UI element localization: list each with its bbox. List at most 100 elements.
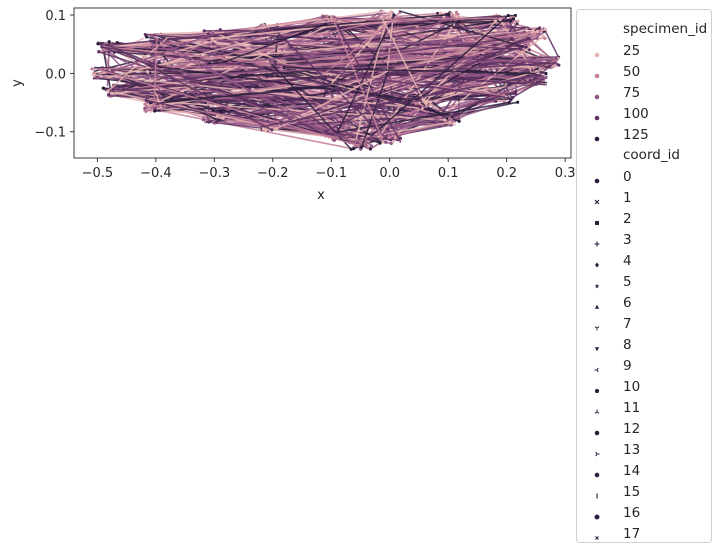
star-marker bbox=[591, 277, 603, 289]
data-point bbox=[509, 19, 513, 23]
series-line bbox=[155, 109, 351, 150]
series-line bbox=[274, 31, 279, 67]
data-point bbox=[321, 14, 325, 19]
x-tick-label: −0.1 bbox=[315, 166, 347, 181]
legend-style-entry: 0 bbox=[577, 168, 711, 189]
data-point bbox=[502, 93, 506, 97]
series-line bbox=[270, 53, 481, 124]
series-line bbox=[101, 46, 153, 66]
pentagon-marker bbox=[591, 382, 603, 394]
data-point bbox=[455, 15, 459, 19]
data-point bbox=[543, 27, 548, 31]
data-point bbox=[270, 128, 274, 132]
legend-entry-label: 11 bbox=[623, 400, 641, 416]
data-point bbox=[219, 110, 223, 114]
legend-entry-label: 7 bbox=[623, 316, 632, 332]
series-line bbox=[349, 114, 454, 144]
plot-frame bbox=[73, 7, 572, 159]
series-line bbox=[325, 46, 527, 85]
legend-style-entry: 12 bbox=[577, 420, 711, 441]
legend-style-entry: 17 bbox=[577, 525, 711, 546]
y-axis: −0.1 0.0 0.1 bbox=[34, 9, 74, 141]
legend-style-entry: 15 bbox=[577, 483, 711, 504]
series-line bbox=[153, 35, 158, 105]
tri-down-marker bbox=[591, 319, 603, 331]
series-line bbox=[276, 70, 389, 130]
data-point bbox=[203, 62, 207, 66]
hexagon-marker bbox=[591, 466, 603, 478]
legend-entry-label: 8 bbox=[623, 337, 632, 353]
x-axis: −0.5 −0.4 −0.3 −0.2 −0.1 0.0 0.1 0.2 0.3 bbox=[82, 158, 575, 181]
series-line bbox=[108, 75, 222, 113]
data-point bbox=[378, 140, 382, 144]
series-line bbox=[151, 35, 327, 135]
series-line bbox=[224, 56, 268, 63]
legend-style-entry: 16 bbox=[577, 504, 711, 525]
legend-dot-marker bbox=[591, 67, 603, 79]
series-line bbox=[212, 18, 402, 40]
legend-entry-label: 13 bbox=[623, 442, 641, 458]
data-point bbox=[366, 145, 370, 149]
data-point bbox=[439, 11, 443, 15]
data-point bbox=[275, 126, 279, 131]
series-line bbox=[423, 57, 468, 101]
data-point bbox=[493, 19, 498, 23]
circle-marker bbox=[591, 172, 603, 184]
series-line bbox=[281, 45, 526, 126]
data-point bbox=[90, 67, 94, 71]
data-point bbox=[516, 100, 520, 104]
data-point bbox=[389, 138, 393, 142]
data-point bbox=[511, 17, 516, 21]
legend-style-entry: 10 bbox=[577, 378, 711, 399]
data-point bbox=[144, 104, 149, 108]
series-line bbox=[336, 25, 402, 144]
legend-entry-label: 100 bbox=[623, 106, 649, 122]
series-line bbox=[542, 26, 560, 58]
series-line bbox=[154, 100, 446, 121]
data-point bbox=[392, 13, 396, 17]
plot-lines bbox=[90, 9, 561, 151]
data-point bbox=[356, 143, 360, 148]
data-point bbox=[369, 144, 374, 148]
legend-dot-marker bbox=[591, 46, 603, 58]
data-point bbox=[122, 88, 126, 92]
series-line bbox=[261, 74, 536, 128]
data-point bbox=[457, 119, 461, 123]
data-point bbox=[282, 66, 286, 70]
data-point bbox=[454, 10, 459, 14]
data-point bbox=[526, 36, 530, 40]
data-point bbox=[379, 135, 384, 139]
data-point bbox=[389, 10, 393, 14]
legend-style-entry: 1 bbox=[577, 189, 711, 210]
legend-entry-label: 0 bbox=[623, 169, 632, 185]
data-point bbox=[448, 120, 452, 124]
series-line bbox=[322, 20, 393, 76]
legend-entry-label: 25 bbox=[623, 43, 641, 59]
data-point bbox=[210, 36, 215, 41]
data-point bbox=[324, 22, 328, 26]
data-point bbox=[514, 90, 518, 94]
series-line bbox=[160, 85, 335, 104]
series-line bbox=[331, 14, 383, 138]
data-point bbox=[535, 36, 539, 40]
y-tick-label: −0.1 bbox=[34, 126, 66, 141]
data-point bbox=[202, 29, 206, 33]
legend-entry-label: 4 bbox=[623, 253, 632, 269]
data-point bbox=[269, 121, 273, 125]
series-line bbox=[388, 78, 541, 134]
series-line bbox=[472, 58, 550, 68]
x-tick-label: −0.5 bbox=[82, 166, 114, 181]
legend-style-entry: 11 bbox=[577, 399, 711, 420]
data-point bbox=[106, 89, 110, 93]
triangle-down-marker bbox=[591, 340, 603, 352]
series-line bbox=[204, 31, 525, 67]
data-point bbox=[101, 86, 105, 90]
tri-right-marker bbox=[591, 445, 603, 457]
legend-entry-label: 6 bbox=[623, 295, 632, 311]
data-point bbox=[505, 24, 509, 28]
legend-entry-label: 17 bbox=[623, 526, 641, 542]
x-tick-label: −0.2 bbox=[257, 166, 289, 181]
data-point bbox=[538, 29, 542, 34]
circle-marker bbox=[591, 424, 603, 436]
